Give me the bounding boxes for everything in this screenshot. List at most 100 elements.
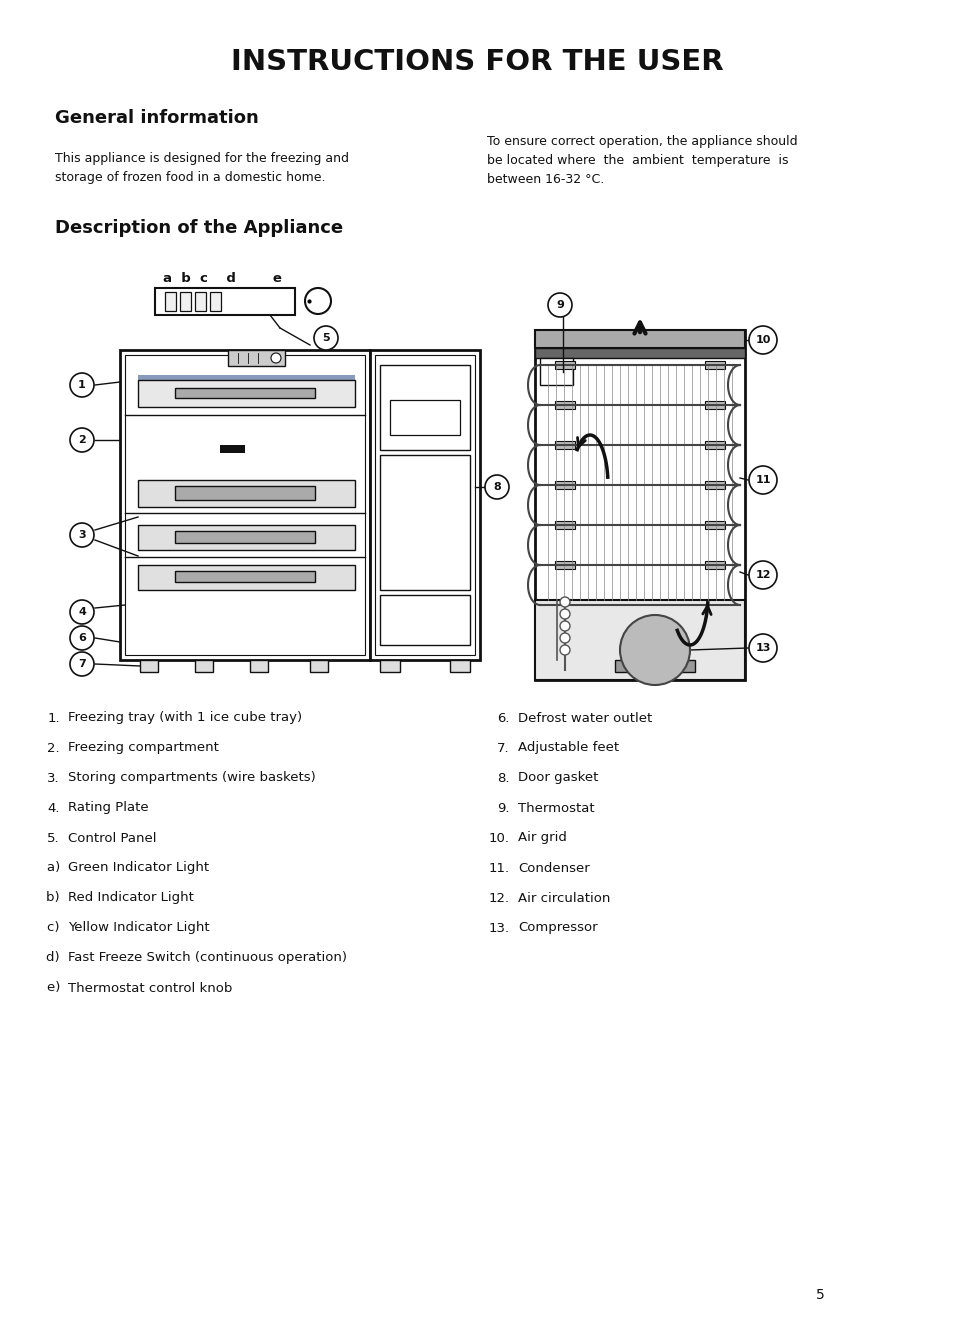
- Text: Freezing compartment: Freezing compartment: [68, 741, 218, 754]
- Bar: [194, 292, 206, 311]
- Bar: [555, 601, 575, 609]
- Text: 11: 11: [755, 475, 770, 486]
- Text: 3.: 3.: [48, 771, 60, 785]
- Text: 5: 5: [322, 333, 330, 343]
- Bar: [555, 482, 575, 490]
- Bar: [174, 388, 314, 398]
- Circle shape: [619, 615, 689, 685]
- Bar: [250, 660, 268, 672]
- Text: 10.: 10.: [489, 831, 510, 844]
- Bar: [165, 292, 175, 311]
- Bar: [704, 601, 724, 609]
- Text: 1.: 1.: [48, 712, 60, 725]
- Circle shape: [305, 288, 331, 314]
- Text: Door gasket: Door gasket: [517, 771, 598, 785]
- Text: e): e): [30, 982, 60, 995]
- Bar: [555, 361, 575, 369]
- Text: 5.: 5.: [48, 831, 60, 844]
- Bar: [174, 486, 314, 500]
- Text: a  b  c    d        e: a b c d e: [163, 271, 281, 284]
- Text: To ensure correct operation, the appliance should
be located where  the  ambient: To ensure correct operation, the applian…: [486, 135, 797, 187]
- Text: 13.: 13.: [488, 922, 510, 934]
- Circle shape: [70, 652, 94, 676]
- Bar: [704, 482, 724, 490]
- Text: 4: 4: [78, 607, 86, 617]
- Circle shape: [70, 523, 94, 546]
- Bar: [379, 660, 399, 672]
- Text: 6.: 6.: [497, 712, 510, 725]
- Text: 13: 13: [755, 643, 770, 654]
- Bar: [174, 572, 314, 582]
- Bar: [704, 521, 724, 529]
- Text: 2: 2: [78, 435, 86, 445]
- Text: c): c): [30, 922, 60, 934]
- Circle shape: [271, 353, 281, 363]
- Text: Description of the Appliance: Description of the Appliance: [55, 220, 343, 237]
- Circle shape: [748, 466, 776, 493]
- Bar: [125, 355, 365, 655]
- Bar: [228, 351, 285, 366]
- Circle shape: [314, 325, 337, 351]
- Text: Yellow Indicator Light: Yellow Indicator Light: [68, 922, 210, 934]
- Text: d): d): [30, 951, 60, 964]
- Text: 7.: 7.: [497, 741, 510, 754]
- Text: 1: 1: [78, 380, 86, 390]
- Bar: [615, 660, 695, 672]
- Text: Freezing tray (with 1 ice cube tray): Freezing tray (with 1 ice cube tray): [68, 712, 302, 725]
- Bar: [555, 441, 575, 448]
- Text: 9: 9: [556, 300, 563, 310]
- Bar: [138, 380, 355, 407]
- Circle shape: [559, 646, 569, 655]
- Circle shape: [547, 292, 572, 318]
- Bar: [535, 329, 744, 348]
- Text: 8: 8: [493, 482, 500, 492]
- Text: 8.: 8.: [497, 771, 510, 785]
- Bar: [555, 561, 575, 569]
- Text: 12: 12: [755, 570, 770, 579]
- Text: 11.: 11.: [488, 861, 510, 875]
- Circle shape: [559, 597, 569, 607]
- Bar: [555, 401, 575, 409]
- Text: Fast Freeze Switch (continuous operation): Fast Freeze Switch (continuous operation…: [68, 951, 347, 964]
- Text: Air circulation: Air circulation: [517, 892, 610, 905]
- Text: 3: 3: [78, 531, 86, 540]
- Text: Green Indicator Light: Green Indicator Light: [68, 861, 209, 875]
- Text: 9.: 9.: [497, 802, 510, 815]
- Text: Condenser: Condenser: [517, 861, 589, 875]
- Bar: [138, 374, 355, 380]
- Text: Thermostat control knob: Thermostat control knob: [68, 982, 233, 995]
- Bar: [120, 351, 370, 660]
- Bar: [379, 365, 470, 450]
- Circle shape: [70, 373, 94, 397]
- Bar: [138, 525, 355, 550]
- Text: 5: 5: [815, 1289, 823, 1302]
- Bar: [379, 595, 470, 646]
- Text: 12.: 12.: [488, 892, 510, 905]
- Bar: [535, 329, 744, 680]
- Circle shape: [70, 626, 94, 650]
- Bar: [180, 292, 191, 311]
- Bar: [220, 445, 245, 452]
- Bar: [138, 480, 355, 507]
- Bar: [370, 351, 479, 660]
- Text: INSTRUCTIONS FOR THE USER: INSTRUCTIONS FOR THE USER: [231, 48, 722, 75]
- Bar: [555, 521, 575, 529]
- Text: Adjustable feet: Adjustable feet: [517, 741, 618, 754]
- Text: 7: 7: [78, 659, 86, 669]
- Bar: [704, 441, 724, 448]
- Text: 4.: 4.: [48, 802, 60, 815]
- Text: 2.: 2.: [48, 741, 60, 754]
- Circle shape: [70, 429, 94, 452]
- Text: Defrost water outlet: Defrost water outlet: [517, 712, 652, 725]
- Circle shape: [559, 632, 569, 643]
- Text: This appliance is designed for the freezing and
storage of frozen food in a dome: This appliance is designed for the freez…: [55, 152, 349, 184]
- Circle shape: [559, 620, 569, 631]
- Text: 10: 10: [755, 335, 770, 345]
- Bar: [704, 361, 724, 369]
- Bar: [140, 660, 158, 672]
- Bar: [310, 660, 328, 672]
- Text: Thermostat: Thermostat: [517, 802, 594, 815]
- Bar: [539, 359, 573, 385]
- Bar: [450, 660, 470, 672]
- Text: Red Indicator Light: Red Indicator Light: [68, 892, 193, 905]
